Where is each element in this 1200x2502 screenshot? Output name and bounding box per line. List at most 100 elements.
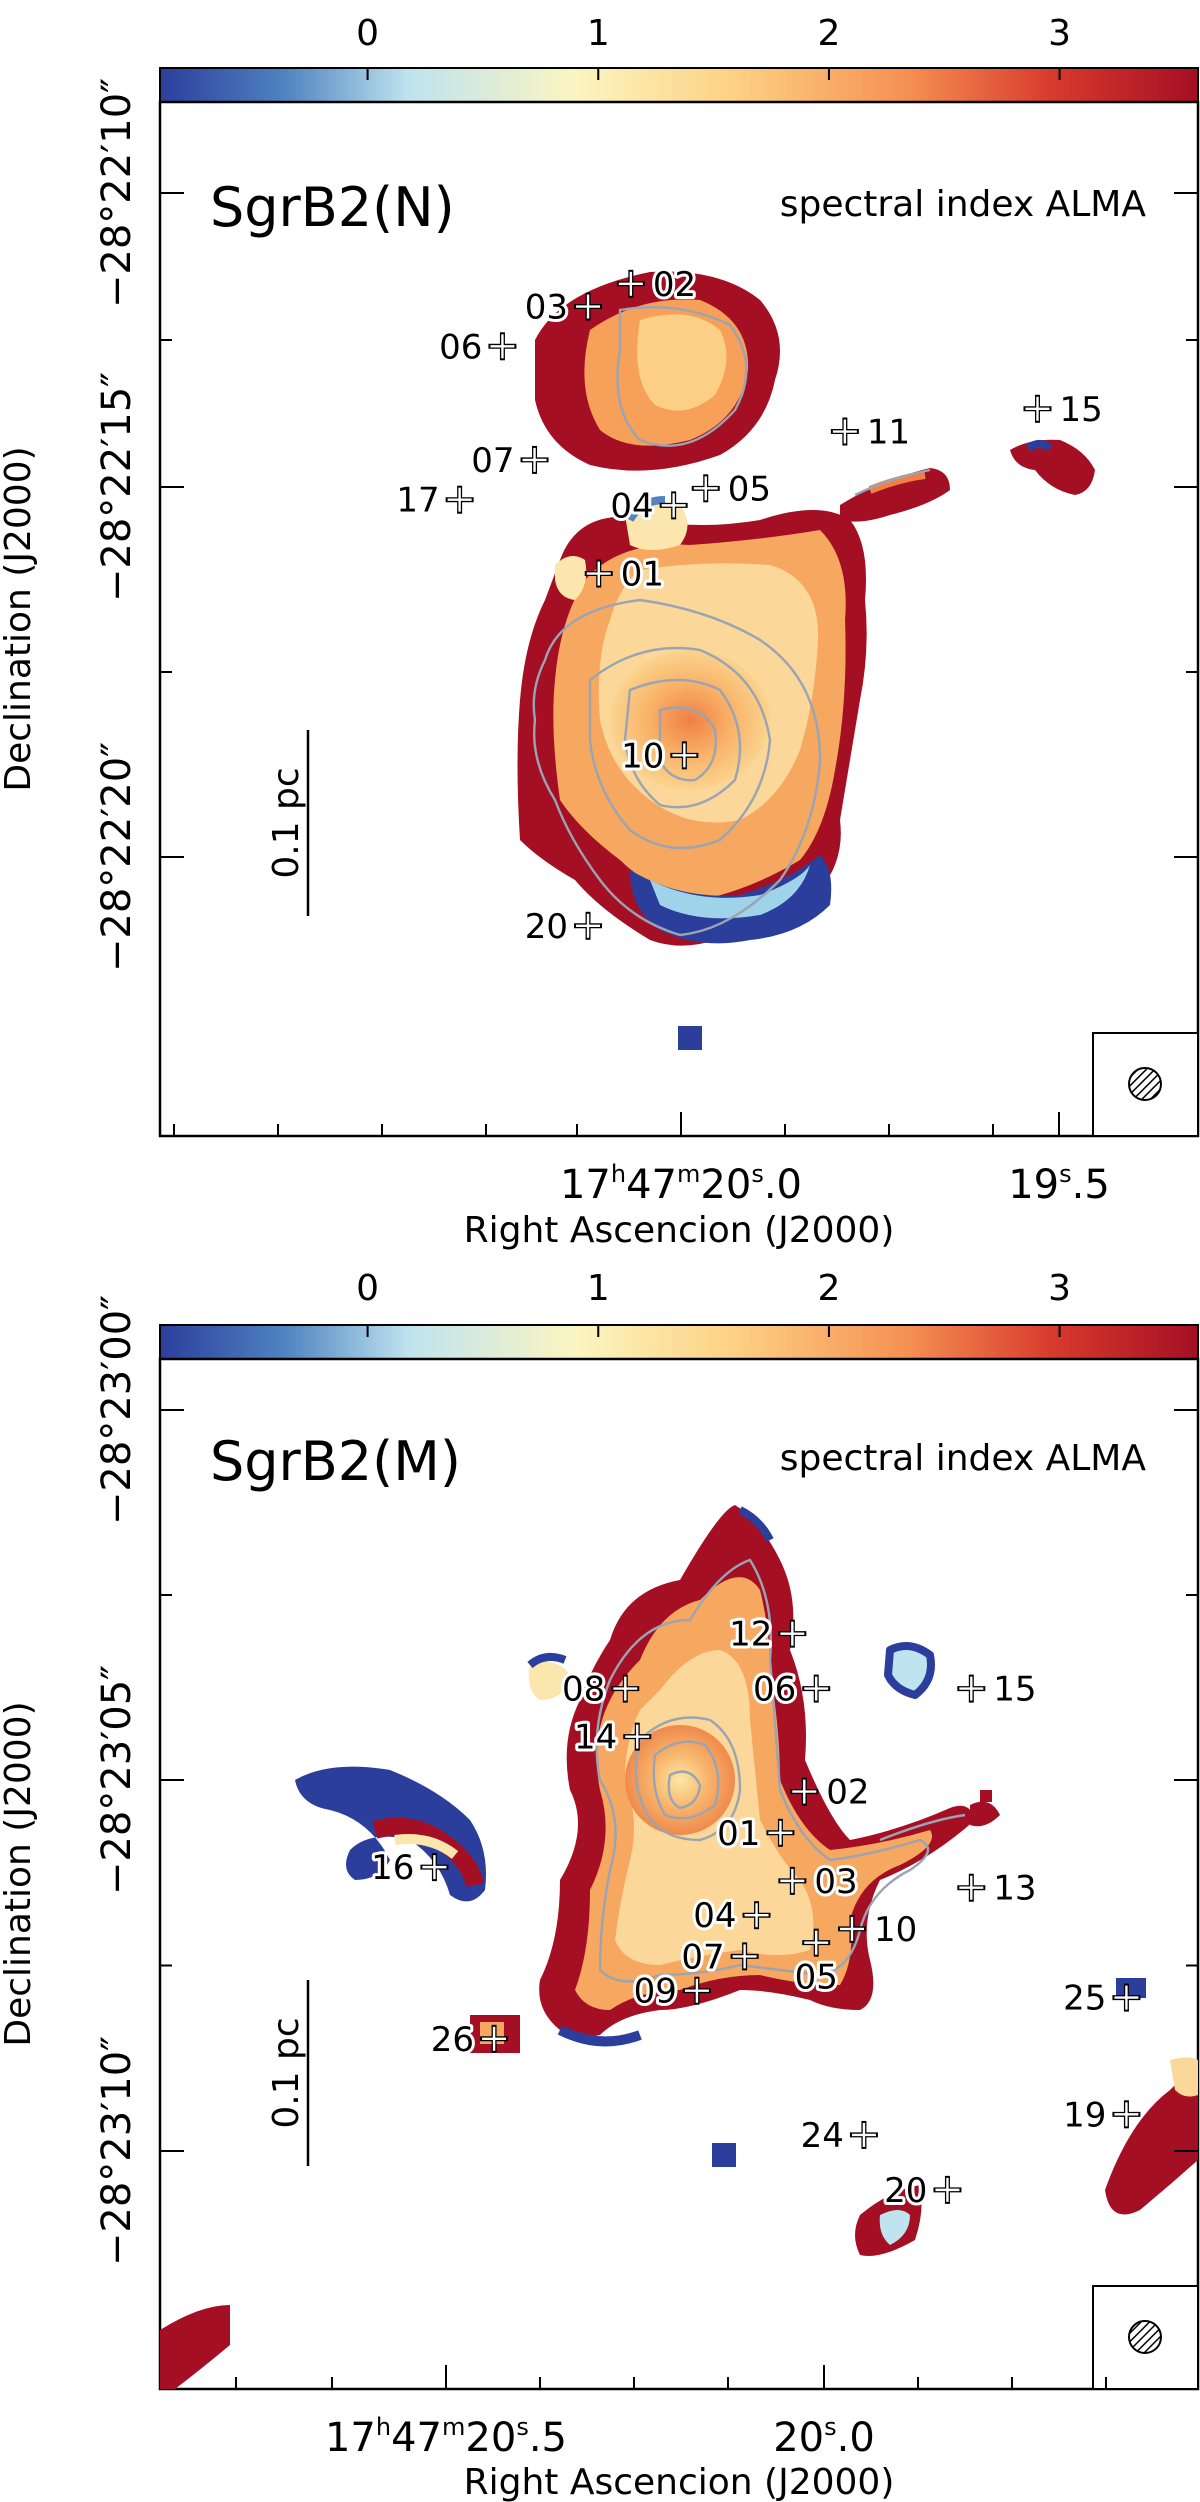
colorbar-ticks-m: 0 1 2 3 <box>356 1268 1071 1337</box>
source-07: 07 <box>468 438 549 484</box>
sources-m: 01 02 03 04 05 06 07 08 09 10 12 13 14 15 16 19 20 24 25 26 <box>368 1612 1141 2214</box>
beam-ellipse-m <box>1128 2320 1162 2354</box>
source-label: 01 <box>621 555 664 595</box>
source-19: 19 <box>1060 2092 1141 2138</box>
source-label: 09 <box>634 1972 677 2012</box>
colorbar-tick-label: 1 <box>587 1268 610 1309</box>
contours-n <box>532 305 931 937</box>
y-tick-label: −28°22′15″ <box>94 372 140 602</box>
source-09: 09 <box>631 1969 711 2015</box>
source-01: 01 <box>584 552 667 598</box>
source-label: 12 <box>729 1615 772 1655</box>
source-label: 05 <box>728 469 771 509</box>
source-label: 17 <box>396 481 439 521</box>
y-tick-label: −28°23′05″ <box>94 1665 140 1895</box>
beam-box-n <box>1092 1032 1199 1137</box>
colorbar-tick-label: 1 <box>587 13 610 54</box>
source-label: 15 <box>993 1670 1036 1710</box>
source-17: 17 <box>393 478 474 524</box>
axes-m: 17h47m20s.5 20s.0 −28°23′00″ −28°23′05″ −28°… <box>94 1295 1198 2461</box>
source-label: 04 <box>693 1896 736 1936</box>
source-label: 24 <box>801 2116 844 2156</box>
source-10: 10 <box>838 1907 920 1953</box>
source-label: 08 <box>562 1670 605 1710</box>
source-label: 11 <box>867 413 910 453</box>
source-label: 01 <box>717 1814 760 1854</box>
y-tick-label: −28°23′10″ <box>94 2036 140 2266</box>
source-04: 04 <box>607 483 688 529</box>
source-label: 06 <box>439 327 482 367</box>
sources-n: 01 02 03 04 05 06 07 10 11 15 17 20 <box>393 262 1106 950</box>
source-label: 04 <box>610 486 653 526</box>
source-25: 25 <box>1060 1976 1141 2022</box>
colorbar-tick-label: 0 <box>356 13 379 54</box>
contours-m <box>595 1558 966 1983</box>
emission-map-n <box>517 271 1095 1050</box>
colorbar-tick-label: 3 <box>1048 1268 1071 1309</box>
source-06: 06 <box>436 324 517 370</box>
panel-title-n: SgrB2(N) <box>210 176 455 239</box>
ylabel-n: Declination (J2000) <box>0 446 39 791</box>
source-14: 14 <box>571 1715 652 1761</box>
source-05: 05 <box>792 1928 841 2001</box>
xlabel-m: Right Ascencion (J2000) <box>464 2462 895 2502</box>
source-label: 07 <box>471 441 514 481</box>
scale-bar-label-n: 0.1 pc <box>266 767 307 878</box>
source-04: 04 <box>690 1893 771 1939</box>
source-label: 14 <box>574 1718 617 1758</box>
source-label: 02 <box>653 265 696 305</box>
source-11: 11 <box>830 410 913 456</box>
y-tick-label: −28°22′10″ <box>94 78 140 308</box>
source-02: 02 <box>790 1770 873 1816</box>
source-26: 26 <box>428 2017 509 2063</box>
source-20: 20 <box>881 2168 962 2214</box>
source-20: 20 <box>522 904 603 950</box>
source-10: 10 <box>618 733 699 779</box>
source-01: 01 <box>714 1811 795 1857</box>
source-12: 12 <box>726 1612 807 1658</box>
y-tick-label: −28°23′00″ <box>94 1295 140 1525</box>
colorbar-n <box>159 67 1199 103</box>
emission-map-m <box>160 1505 1198 2389</box>
map-label-n: spectral index ALMA <box>780 184 1147 225</box>
source-03: 03 <box>778 1859 861 1905</box>
x-tick-label: 17h47m20s.0 <box>560 1160 802 1208</box>
source-03: 03 <box>522 285 603 331</box>
source-15: 15 <box>1023 387 1106 433</box>
map-label-m: spectral index ALMA <box>780 1438 1147 1479</box>
source-label: 19 <box>1063 2095 1106 2135</box>
source-15: 15 <box>957 1667 1040 1713</box>
source-06: 06 <box>750 1667 831 1713</box>
x-tick-label: 17h47m20s.5 <box>325 2413 567 2461</box>
colorbar-tick-label: 3 <box>1048 13 1071 54</box>
source-08: 08 <box>559 1667 640 1713</box>
source-label: 03 <box>814 1862 857 1902</box>
source-label: 26 <box>431 2020 474 2060</box>
source-label: 10 <box>874 1910 917 1950</box>
source-24: 24 <box>798 2113 878 2159</box>
scale-bar-label-m: 0.1 pc <box>266 2017 307 2128</box>
axes-n: 17h47m20s.0 19s.5 −28°22′10″ −28°22′15″ −28°… <box>94 78 1198 1208</box>
source-label: 07 <box>681 1937 724 1977</box>
x-tick-label: 20s.0 <box>773 2413 875 2461</box>
colorbar-ticks-n: 0 1 2 3 <box>356 13 1071 80</box>
source-label: 02 <box>826 1773 869 1813</box>
map-frame-n <box>158 100 1200 1138</box>
source-label: 25 <box>1063 1979 1106 2019</box>
beam-ellipse-n <box>1128 1067 1162 1101</box>
source-label: 20 <box>884 2171 927 2211</box>
colorbar-tick-label: 2 <box>817 13 840 54</box>
source-02: 02 <box>616 262 699 308</box>
panel-title-m: SgrB2(M) <box>210 1430 461 1493</box>
source-13: 13 <box>957 1866 1040 1912</box>
y-tick-label: −28°22′20″ <box>94 742 140 972</box>
xlabel-n: Right Ascencion (J2000) <box>464 1210 895 1251</box>
source-label: 03 <box>525 288 568 328</box>
map-frame-m <box>158 1357 1200 2391</box>
colorbar-tick-label: 0 <box>356 1268 379 1309</box>
source-label: 10 <box>621 736 664 776</box>
colorbar-tick-label: 2 <box>817 1268 840 1309</box>
